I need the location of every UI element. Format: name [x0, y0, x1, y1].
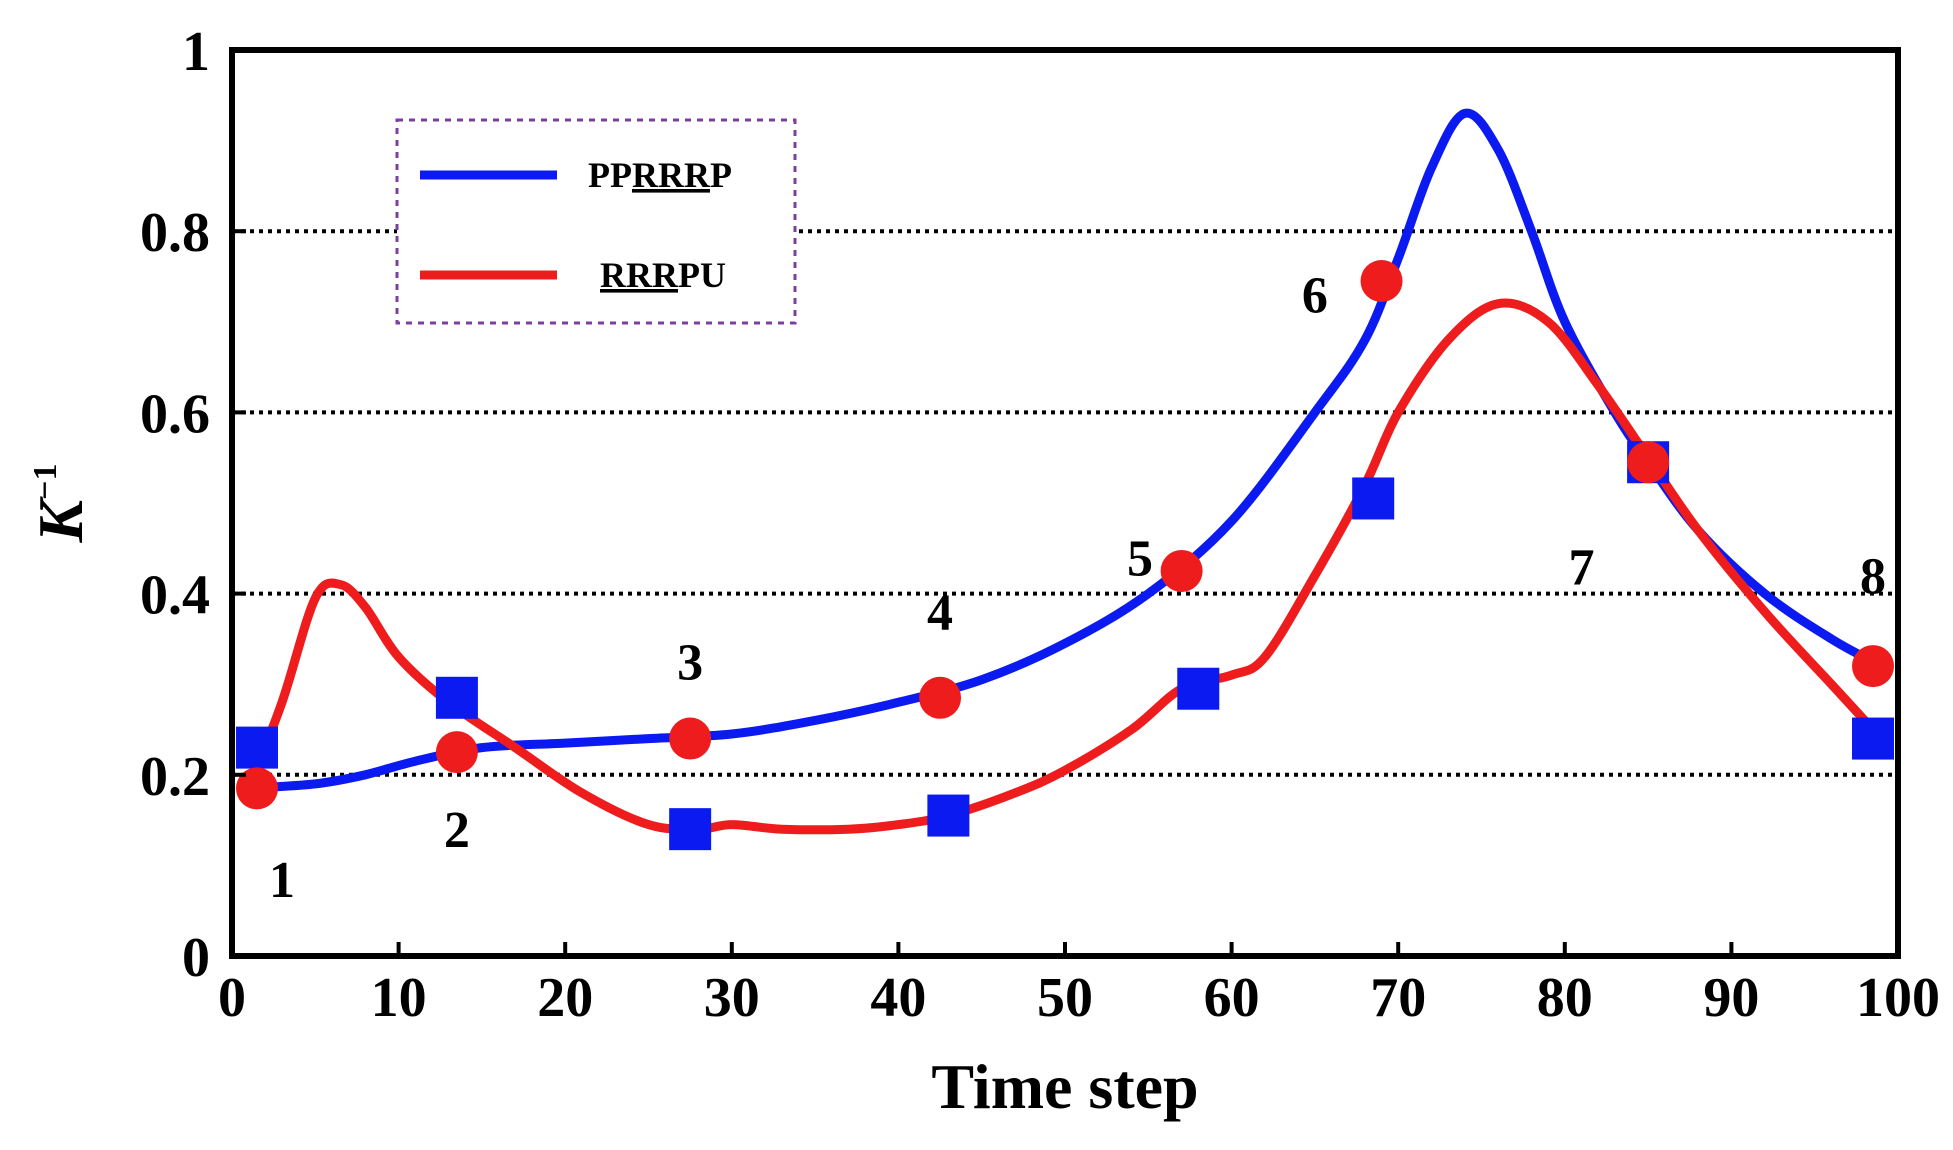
x-tick-label-4: 40	[870, 967, 926, 1029]
series-markers	[235, 260, 1895, 851]
annotation-label-5: 5	[1127, 530, 1153, 587]
series-line-rrrpu	[244, 298, 1886, 835]
legend-label-pprrrp: PPRRRP	[588, 155, 732, 195]
marker-rrrpu-4	[919, 676, 962, 719]
marker-rrrpu-5	[1160, 549, 1203, 592]
y-axis-title-main: K	[25, 496, 96, 544]
marker-pprrrp-2	[435, 676, 478, 719]
annotation-label-3: 3	[677, 635, 703, 692]
axis-ticks: 0 10 20 30 40 50 60 70 80 90 100 0 0.2 0.4 0.6 0.8 1	[140, 21, 1940, 1029]
marker-pprrrp-8	[1852, 717, 1895, 760]
legend-box	[395, 118, 797, 325]
x-tick-label-2: 20	[537, 967, 593, 1029]
y-tick-label-1: 0.2	[140, 746, 210, 808]
marker-rrrpu-3	[669, 717, 712, 760]
marker-pprrrp-4	[927, 794, 970, 837]
x-tick-label-3: 30	[704, 967, 760, 1029]
x-axis-title: Time step	[931, 1051, 1198, 1122]
marker-pprrrp-1	[235, 726, 278, 769]
y-tick-label-2: 0.4	[140, 565, 210, 627]
annotation-label-8: 8	[1860, 548, 1886, 605]
marker-pprrrp-5	[1177, 667, 1220, 710]
y-tick-label-4: 0.8	[140, 202, 210, 264]
x-tick-label-9: 90	[1703, 967, 1759, 1029]
legend-label-rrrpu: RRRPU	[600, 255, 726, 295]
y-axis-title: K−1	[25, 463, 96, 543]
point-annotations: 1 2 3 4 5 6 7 8	[269, 268, 1886, 909]
annotation-label-7: 7	[1568, 539, 1594, 596]
marker-rrrpu-1	[235, 767, 278, 810]
svg-text:K−1: K−1	[25, 463, 96, 543]
annotation-label-2: 2	[444, 802, 470, 859]
marker-rrrpu-2	[435, 731, 478, 774]
annotation-label-4: 4	[927, 585, 953, 642]
marker-rrrpu-6	[1360, 260, 1403, 303]
y-tick-label-3: 0.6	[140, 383, 210, 445]
legend: PPRRRP RRRPU	[395, 118, 797, 325]
x-tick-label-0: 0	[218, 967, 246, 1029]
x-tick-label-10: 100	[1856, 967, 1940, 1029]
x-tick-label-1: 10	[371, 967, 427, 1029]
series-lines	[244, 108, 1886, 835]
annotation-label-1: 1	[269, 852, 295, 909]
y-tick-label-0: 0	[182, 927, 210, 989]
marker-rrrpu-7	[1627, 441, 1670, 484]
x-tick-label-5: 50	[1037, 967, 1093, 1029]
x-tick-label-8: 80	[1537, 967, 1593, 1029]
y-axis-title-superscript: −1	[27, 463, 64, 499]
marker-pprrrp-6	[1352, 477, 1395, 520]
annotation-label-6: 6	[1302, 268, 1328, 325]
y-tick-label-5: 1	[182, 21, 210, 83]
marker-rrrpu-8	[1852, 645, 1895, 688]
x-tick-label-7: 70	[1370, 967, 1426, 1029]
x-tick-label-6: 60	[1204, 967, 1260, 1029]
marker-pprrrp-3	[669, 808, 712, 851]
